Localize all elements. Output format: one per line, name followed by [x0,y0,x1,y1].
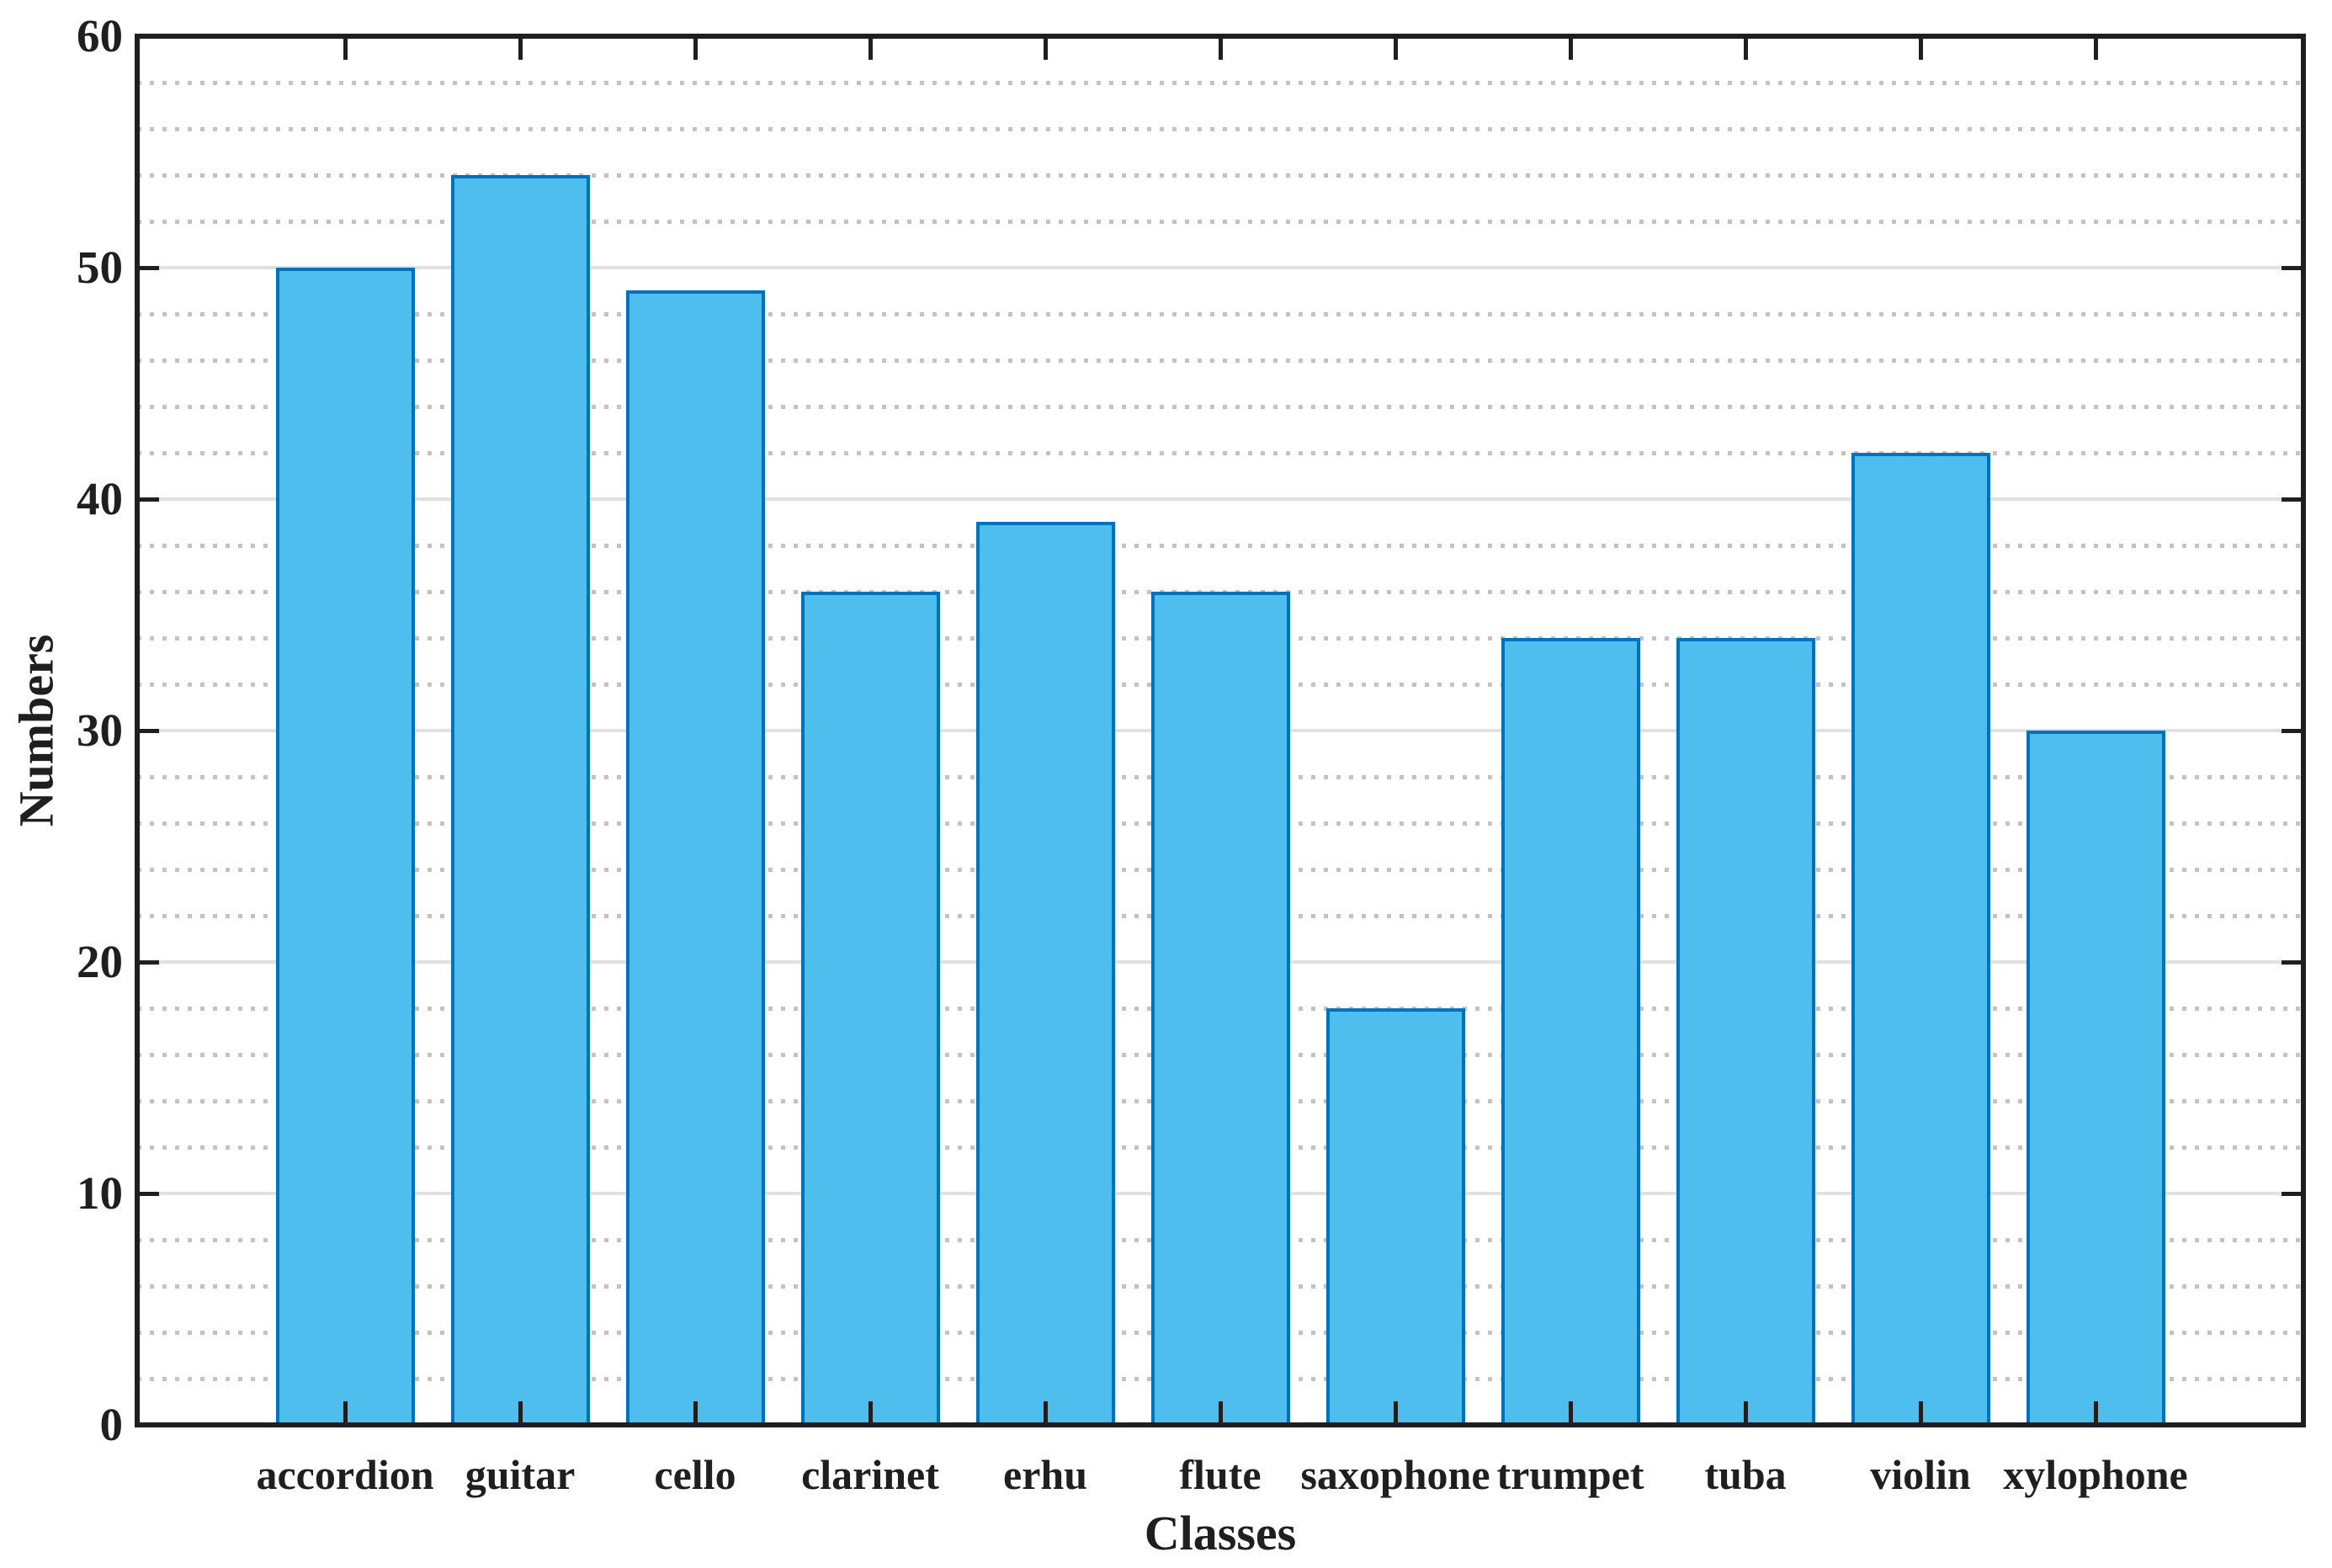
y-tick-label-10: 10 [77,1167,123,1219]
minor-gridline [137,543,2303,548]
plot-area [137,36,2303,1425]
minor-gridline [137,450,2303,455]
x-tick-label-erhu: erhu [1003,1451,1087,1498]
bar-flute [1150,592,1290,1425]
x-tick-label-tuba: tuba [1704,1451,1787,1498]
minor-gridline [137,404,2303,409]
x-tick-bottom [2093,1401,2098,1425]
minor-gridline [137,311,2303,316]
y-tick-left [137,1191,159,1196]
y-tick-label-0: 0 [99,1399,124,1450]
bar-trumpet [1501,638,1640,1425]
bar-saxophone [1325,1008,1465,1425]
x-tick-top [2093,36,2098,60]
minor-gridline [137,126,2303,131]
y-tick-left [137,728,159,733]
x-axis-title: Classes [1144,1506,1297,1560]
x-tick-top [1043,36,1048,60]
bar-guitar [450,175,590,1425]
bar-violin [1851,453,1990,1425]
y-tick-right [2282,265,2303,270]
x-tick-top [693,36,698,60]
bar-erhu [975,522,1115,1425]
major-gridline [137,266,2303,269]
x-tick-top [868,36,873,60]
y-tick-right [2282,728,2303,733]
y-tick-left [137,265,159,270]
y-tick-label-50: 50 [77,242,123,293]
x-tick-bottom [1043,1401,1048,1425]
major-gridline [137,497,2303,501]
y-tick-label-60: 60 [77,10,123,61]
x-tick-label-violin: violin [1870,1451,1971,1498]
y-tick-right [2282,959,2303,965]
x-tick-label-cello: cello [654,1451,736,1498]
x-tick-label-accordion: accordion [256,1451,434,1498]
minor-gridline [137,80,2303,85]
minor-gridline [137,219,2303,224]
minor-gridline [137,358,2303,363]
x-tick-bottom [693,1401,698,1425]
minor-gridline [137,173,2303,178]
bar-cello [625,290,765,1425]
x-tick-bottom [868,1401,873,1425]
x-tick-top [518,36,523,60]
x-tick-top [343,36,348,60]
x-tick-top [1393,36,1398,60]
x-tick-top [1743,36,1748,60]
x-tick-bottom [343,1401,348,1425]
x-tick-top [1568,36,1573,60]
bar-xylophone [2026,731,2165,1425]
x-tick-bottom [518,1401,523,1425]
bar-clarinet [800,592,940,1425]
x-tick-label-xylophone: xylophone [2003,1451,2188,1498]
y-tick-label-30: 30 [77,704,123,756]
y-tick-label-20: 20 [77,936,123,987]
x-tick-label-guitar: guitar [465,1451,576,1498]
bar-accordion [275,268,415,1425]
y-tick-right [2282,497,2303,502]
y-tick-left [137,497,159,502]
y-tick-right [2282,1191,2303,1196]
x-tick-label-trumpet: trumpet [1496,1451,1644,1498]
bar-tuba [1676,638,1815,1425]
x-tick-label-clarinet: clarinet [801,1451,939,1498]
x-tick-bottom [1743,1401,1748,1425]
y-tick-label-40: 40 [77,473,123,524]
y-tick-left [137,959,159,965]
x-tick-bottom [1918,1401,1923,1425]
x-tick-label-saxophone: saxophone [1300,1451,1490,1498]
x-tick-label-flute: flute [1179,1451,1262,1498]
x-tick-bottom [1568,1401,1573,1425]
x-tick-top [1218,36,1223,60]
x-tick-top [1918,36,1923,60]
x-tick-bottom [1393,1401,1398,1425]
x-tick-bottom [1218,1401,1223,1425]
